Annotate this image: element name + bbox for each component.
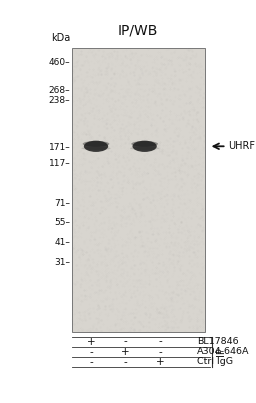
Text: +: + [121, 347, 130, 357]
Text: BL17846: BL17846 [197, 337, 239, 346]
Text: 238–: 238– [49, 96, 70, 105]
Text: -: - [89, 347, 93, 357]
Ellipse shape [130, 147, 159, 150]
Text: IP/WB: IP/WB [118, 23, 158, 37]
Text: 268–: 268– [49, 86, 70, 95]
Text: IP: IP [216, 347, 226, 356]
Text: -: - [158, 337, 162, 347]
Text: -: - [89, 357, 93, 367]
Text: +: + [87, 337, 95, 347]
Text: +: + [156, 357, 164, 367]
Ellipse shape [133, 141, 157, 152]
Ellipse shape [84, 141, 108, 152]
Text: A304-646A: A304-646A [197, 347, 250, 356]
Text: -: - [124, 337, 127, 347]
Text: 31–: 31– [55, 258, 70, 267]
Text: 71–: 71– [55, 199, 70, 208]
Text: Ctrl IgG: Ctrl IgG [197, 357, 233, 366]
Text: 41–: 41– [55, 238, 70, 247]
Text: 460–: 460– [49, 58, 70, 67]
Text: 117–: 117– [49, 159, 70, 168]
Ellipse shape [131, 141, 158, 147]
Text: 171–: 171– [49, 143, 70, 152]
Ellipse shape [83, 141, 109, 147]
Text: -: - [158, 347, 162, 357]
Bar [72, 48, 205, 332]
Ellipse shape [81, 147, 111, 150]
Text: kDa: kDa [51, 33, 70, 43]
Text: -: - [124, 357, 127, 367]
Text: UHRF1BP1: UHRF1BP1 [228, 141, 256, 151]
Text: 55–: 55– [55, 218, 70, 227]
